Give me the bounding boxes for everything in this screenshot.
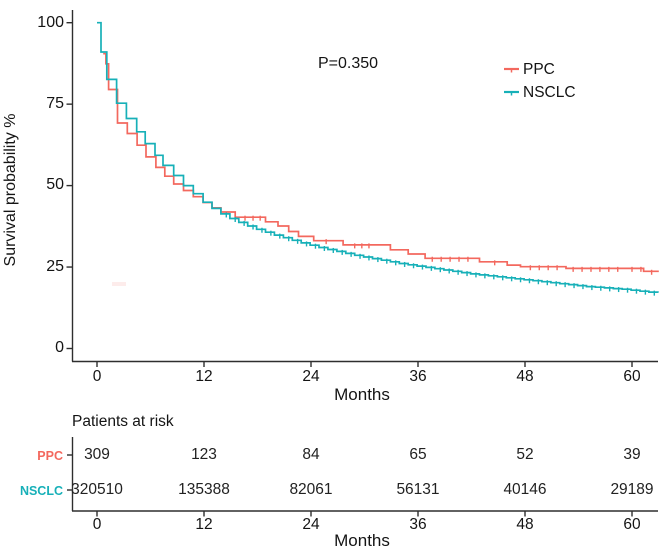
x-tick-label-60: 60 [623, 368, 641, 385]
x-tick-label-0: 0 [92, 368, 102, 385]
faint-artifact-mark [112, 282, 126, 286]
legend-label-nsclc: NSCLC [523, 84, 576, 101]
risk-table-title: Patients at risk [72, 413, 174, 430]
risk-count-nsclc-24: 82061 [289, 481, 333, 498]
risk-x-tick-label-12: 12 [195, 516, 213, 533]
x-tick-label-24: 24 [302, 368, 320, 385]
risk-count-nsclc-60: 29189 [610, 481, 654, 498]
x-tick-label-12: 12 [195, 368, 213, 385]
risk-count-ppc-12: 123 [191, 446, 217, 463]
risk-row-label-nsclc: NSCLC [19, 484, 63, 498]
y-tick-label-0: 0 [55, 339, 64, 356]
y-tick-label-50: 50 [46, 176, 64, 193]
y-tick-label-75: 75 [46, 95, 64, 112]
legend-label-ppc: PPC [523, 61, 555, 78]
risk-count-ppc-24: 84 [302, 446, 320, 463]
risk-count-nsclc-36: 56131 [396, 481, 440, 498]
x-axis-title: Months [334, 385, 390, 404]
x-tick-label-48: 48 [516, 368, 534, 385]
risk-row-label-ppc: PPC [37, 449, 63, 463]
risk-x-tick-label-60: 60 [623, 516, 641, 533]
risk-count-ppc-36: 65 [409, 446, 427, 463]
risk-x-tick-label-36: 36 [409, 516, 427, 533]
p-value-annotation: P=0.350 [318, 55, 379, 72]
risk-count-nsclc-12: 135388 [178, 481, 230, 498]
risk-x-tick-label-48: 48 [516, 516, 534, 533]
risk-x-tick-label-24: 24 [302, 516, 320, 533]
y-tick-label-100: 100 [37, 14, 64, 31]
risk-count-ppc-48: 52 [516, 446, 534, 463]
risk-count-nsclc-0: 320510 [71, 481, 123, 498]
survival-curve-ppc [103, 52, 659, 273]
y-tick-label-25: 25 [46, 258, 64, 275]
risk-count-nsclc-48: 40146 [503, 481, 547, 498]
risk-x-tick-label-0: 0 [92, 516, 102, 533]
risk-x-axis-title: Months [334, 531, 390, 549]
x-tick-label-36: 36 [409, 368, 427, 385]
risk-count-ppc-0: 309 [84, 446, 110, 463]
risk-count-ppc-60: 39 [623, 446, 641, 463]
survival-curve-nsclc [97, 21, 659, 293]
